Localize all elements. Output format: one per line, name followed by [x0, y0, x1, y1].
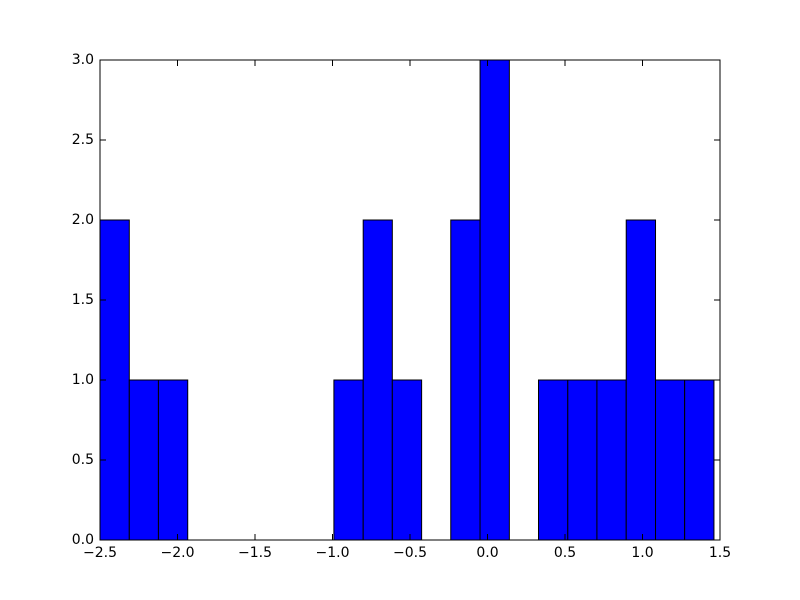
bar: [157, 379, 189, 541]
bar: [362, 219, 393, 541]
x-tick-label: 1.0: [631, 545, 653, 561]
y-tick-label: 0.5: [72, 452, 94, 468]
bar: [567, 379, 598, 541]
bar: [537, 379, 569, 541]
bar: [625, 219, 657, 541]
y-tick-label: 1.5: [72, 292, 94, 308]
bar: [391, 379, 423, 541]
y-tick-label: 3.0: [72, 52, 94, 68]
y-tick-label: 2.0: [72, 212, 94, 228]
x-tick-label: 0.5: [554, 545, 576, 561]
x-tick-label: −1.5: [238, 545, 272, 561]
bar: [596, 379, 627, 541]
x-tick-label: −0.5: [393, 545, 427, 561]
bar: [684, 379, 715, 541]
bar: [128, 379, 159, 541]
bar: [655, 379, 686, 541]
bar: [479, 59, 510, 541]
x-tick-label: 0.0: [476, 545, 498, 561]
y-tick-label: 0.0: [72, 532, 94, 548]
x-tick-label: −2.5: [83, 545, 117, 561]
y-tick-label: 1.0: [72, 372, 94, 388]
bar: [450, 219, 481, 541]
bar: [333, 379, 364, 541]
x-tick-label: 1.5: [709, 545, 731, 561]
x-tick-label: −1.0: [316, 545, 350, 561]
x-tick-label: −2.0: [161, 545, 195, 561]
y-tick-label: 2.5: [72, 132, 94, 148]
